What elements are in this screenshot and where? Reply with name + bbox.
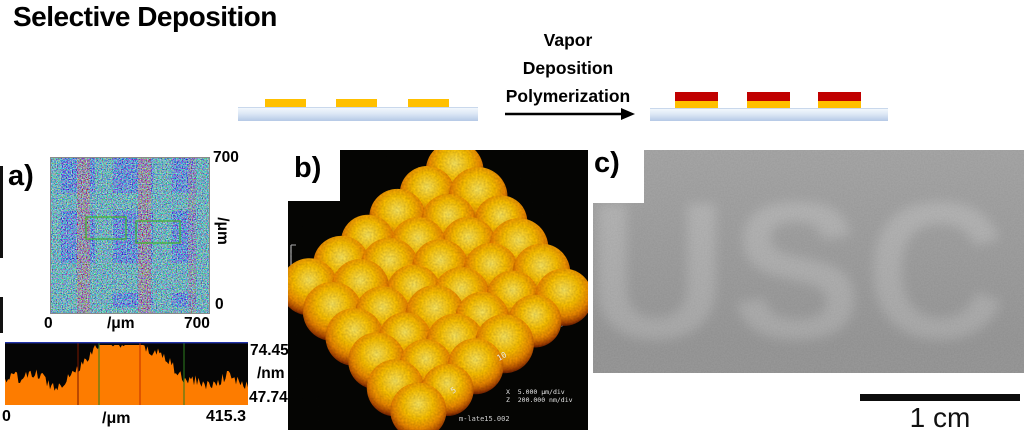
- profile-x-min-label: 0: [2, 408, 11, 425]
- scale-bar: [860, 394, 1020, 401]
- b-filename: m-late15.002: [459, 415, 510, 423]
- panel-c-label: c): [594, 147, 620, 179]
- photo-vignette: [593, 150, 1024, 373]
- pattern-patch: [818, 101, 861, 108]
- photo-grain-overlay: [593, 150, 1024, 373]
- process-label-line3: Polymerization: [505, 86, 631, 106]
- photo-usc-pattern: USC: [593, 150, 1024, 373]
- edge-artifact: [0, 297, 3, 333]
- substrate-bar: [650, 108, 888, 121]
- map-y-min-label: 0: [215, 296, 224, 313]
- edge-artifact: [0, 166, 3, 258]
- process-label: Vapor Deposition Polymerization: [492, 26, 644, 110]
- map-x-unit-label: /μm: [107, 315, 135, 332]
- page-title: Selective Deposition: [13, 1, 277, 32]
- pattern-patch: [747, 101, 790, 108]
- b-x-scale-annotation: X 5.000 μm/div: [506, 388, 565, 396]
- scale-bar-label: 1 cm: [909, 402, 971, 433]
- process-arrow-icon: [505, 108, 635, 120]
- map-x-min-label: 0: [44, 315, 53, 332]
- profile-y-max-label: 74.45: [250, 342, 289, 359]
- polymer-layer: [675, 92, 718, 101]
- afm-lateral-force-map: [50, 157, 210, 314]
- map-y-unit-label: /μm: [213, 217, 231, 245]
- substrate-bar: [238, 107, 478, 121]
- profile-x-max-label: 415.3: [206, 408, 247, 425]
- height-profile-plot: [5, 342, 248, 405]
- pattern-patch: [265, 99, 306, 107]
- schematic-after: [650, 90, 888, 121]
- pattern-patch: [336, 99, 377, 107]
- panel-b-label: b): [294, 152, 322, 184]
- polymer-layer: [747, 92, 790, 101]
- pattern-patch: [675, 101, 718, 108]
- process-label-line2: Deposition: [522, 58, 614, 78]
- panel-c-labelbox: c): [588, 145, 644, 203]
- polymer-layer: [818, 92, 861, 101]
- profile-y-min-label: 47.74: [249, 389, 288, 406]
- schematic-before: [238, 92, 478, 121]
- profile-x-unit-label: /μm: [102, 410, 131, 427]
- panel-b-labelbox: b): [288, 150, 340, 201]
- process-label-line1: Vapor: [543, 30, 593, 50]
- map-x-max-label: 700: [184, 315, 210, 332]
- b-z-scale-annotation: Z 200.000 nm/div: [506, 396, 573, 404]
- pattern-patch: [408, 99, 449, 107]
- panel-a-label: a): [8, 160, 34, 192]
- map-y-max-label: 700: [213, 149, 239, 166]
- profile-y-unit-label: /nm: [257, 365, 285, 382]
